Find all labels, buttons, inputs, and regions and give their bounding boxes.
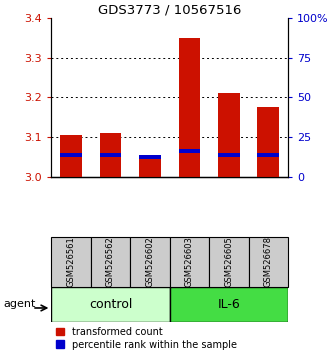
Bar bbox=[100, 133, 121, 177]
Text: agent: agent bbox=[3, 299, 36, 309]
Bar bbox=[209, 237, 249, 287]
Bar bbox=[258, 107, 279, 177]
Legend: transformed count, percentile rank within the sample: transformed count, percentile rank withi… bbox=[56, 327, 237, 349]
Bar bbox=[218, 93, 240, 177]
Text: GSM526602: GSM526602 bbox=[145, 236, 155, 287]
Bar bbox=[258, 153, 279, 157]
Bar bbox=[51, 237, 91, 287]
Text: IL-6: IL-6 bbox=[217, 298, 240, 311]
Bar bbox=[139, 155, 161, 177]
Bar bbox=[100, 153, 121, 157]
Bar bbox=[169, 237, 209, 287]
Bar bbox=[139, 155, 161, 159]
Text: control: control bbox=[89, 298, 132, 311]
Bar bbox=[178, 149, 200, 153]
Text: GSM526562: GSM526562 bbox=[106, 236, 115, 287]
Bar bbox=[51, 287, 169, 322]
Title: GDS3773 / 10567516: GDS3773 / 10567516 bbox=[98, 4, 241, 17]
Bar bbox=[130, 237, 169, 287]
Text: GSM526605: GSM526605 bbox=[224, 236, 233, 287]
Bar bbox=[169, 287, 288, 322]
Bar bbox=[60, 135, 82, 177]
Text: GSM526678: GSM526678 bbox=[264, 236, 273, 287]
Text: GSM526561: GSM526561 bbox=[67, 236, 75, 287]
Bar bbox=[249, 237, 288, 287]
Text: GSM526603: GSM526603 bbox=[185, 236, 194, 287]
Bar bbox=[218, 153, 240, 157]
Bar bbox=[60, 153, 82, 157]
Bar bbox=[178, 38, 200, 177]
Bar bbox=[91, 237, 130, 287]
